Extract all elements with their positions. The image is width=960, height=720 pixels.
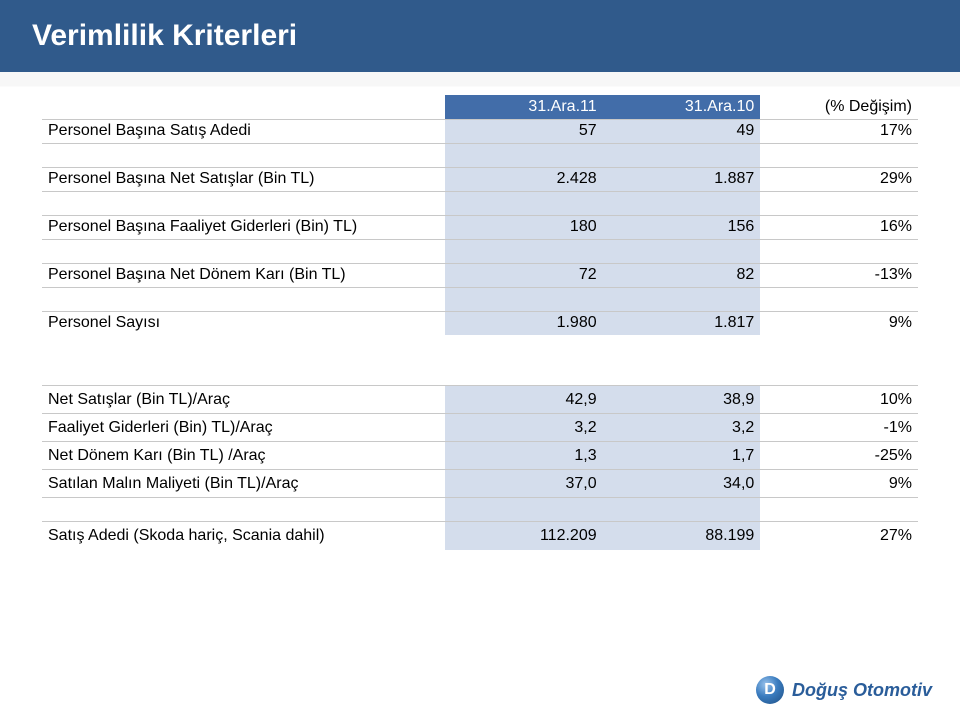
table1-row: Personel Sayısı 1.980 1.817 9% bbox=[42, 311, 918, 335]
table1-header-blank bbox=[42, 95, 445, 119]
table2-row: Satılan Malın Maliyeti (Bin TL)/Araç 37,… bbox=[42, 470, 918, 498]
row-c1: 57 bbox=[445, 119, 603, 143]
table1-header-row: 31.Ara.11 31.Ara.10 (% Değişim) bbox=[42, 95, 918, 119]
title-band: Verimlilik Kriterleri bbox=[0, 0, 960, 72]
row-c1: 37,0 bbox=[445, 470, 603, 498]
row-c2: 1,7 bbox=[603, 442, 761, 470]
table1-spacer bbox=[42, 191, 918, 215]
table1-row: Personel Başına Faaliyet Giderleri (Bin)… bbox=[42, 215, 918, 239]
table2-row: Net Dönem Karı (Bin TL) /Araç 1,3 1,7 -2… bbox=[42, 442, 918, 470]
row-c2: 3,2 bbox=[603, 414, 761, 442]
logo-text: Doğuş Otomotiv bbox=[792, 680, 932, 701]
table2-row: Satış Adedi (Skoda hariç, Scania dahil) … bbox=[42, 522, 918, 550]
row-c3: 9% bbox=[760, 470, 918, 498]
row-c2: 88.199 bbox=[603, 522, 761, 550]
company-logo: Doğuş Otomotiv bbox=[756, 676, 932, 704]
content-area: 31.Ara.11 31.Ara.10 (% Değişim) Personel… bbox=[42, 95, 918, 550]
row-c1: 42,9 bbox=[445, 386, 603, 414]
row-label: Faaliyet Giderleri (Bin) TL)/Araç bbox=[42, 414, 445, 442]
row-c2: 38,9 bbox=[603, 386, 761, 414]
table1-spacer bbox=[42, 287, 918, 311]
table2-row: Net Satışlar (Bin TL)/Araç 42,9 38,9 10% bbox=[42, 386, 918, 414]
row-c3: 10% bbox=[760, 386, 918, 414]
row-c1: 3,2 bbox=[445, 414, 603, 442]
row-c1: 112.209 bbox=[445, 522, 603, 550]
logo-badge-icon bbox=[756, 676, 784, 704]
row-c1: 1.980 bbox=[445, 311, 603, 335]
table1-spacer bbox=[42, 143, 918, 167]
row-label: Net Satışlar (Bin TL)/Araç bbox=[42, 386, 445, 414]
metrics-table-1: 31.Ara.11 31.Ara.10 (% Değişim) Personel… bbox=[42, 95, 918, 335]
row-label: Personel Sayısı bbox=[42, 311, 445, 335]
slide: Verimlilik Kriterleri 31.Ara.11 31.Ara.1… bbox=[0, 0, 960, 720]
row-c3: 29% bbox=[760, 167, 918, 191]
table1-header-col1: 31.Ara.11 bbox=[445, 95, 603, 119]
row-label: Personel Başına Net Satışlar (Bin TL) bbox=[42, 167, 445, 191]
row-label: Satılan Malın Maliyeti (Bin TL)/Araç bbox=[42, 470, 445, 498]
row-label: Personel Başına Net Dönem Karı (Bin TL) bbox=[42, 263, 445, 287]
table1-row: Personel Başına Satış Adedi 57 49 17% bbox=[42, 119, 918, 143]
row-c3: 27% bbox=[760, 522, 918, 550]
row-c2: 156 bbox=[603, 215, 761, 239]
row-c1: 1,3 bbox=[445, 442, 603, 470]
table2-row: Faaliyet Giderleri (Bin) TL)/Araç 3,2 3,… bbox=[42, 414, 918, 442]
row-c3: -25% bbox=[760, 442, 918, 470]
table1-header-col2: 31.Ara.10 bbox=[603, 95, 761, 119]
row-c3: 17% bbox=[760, 119, 918, 143]
row-c3: 16% bbox=[760, 215, 918, 239]
row-c1: 180 bbox=[445, 215, 603, 239]
row-c3: 9% bbox=[760, 311, 918, 335]
page-title: Verimlilik Kriterleri bbox=[32, 19, 297, 53]
row-c1: 2.428 bbox=[445, 167, 603, 191]
row-label: Personel Başına Faaliyet Giderleri (Bin)… bbox=[42, 215, 445, 239]
metrics-table-2: Net Satışlar (Bin TL)/Araç 42,9 38,9 10%… bbox=[42, 385, 918, 550]
row-label: Personel Başına Satış Adedi bbox=[42, 119, 445, 143]
row-label: Satış Adedi (Skoda hariç, Scania dahil) bbox=[42, 522, 445, 550]
table1-row: Personel Başına Net Dönem Karı (Bin TL) … bbox=[42, 263, 918, 287]
row-c2: 34,0 bbox=[603, 470, 761, 498]
row-c2: 1.887 bbox=[603, 167, 761, 191]
row-c3: -1% bbox=[760, 414, 918, 442]
table1-spacer bbox=[42, 239, 918, 263]
row-c2: 49 bbox=[603, 119, 761, 143]
row-c2: 82 bbox=[603, 263, 761, 287]
row-c1: 72 bbox=[445, 263, 603, 287]
table2-spacer bbox=[42, 498, 918, 522]
row-c3: -13% bbox=[760, 263, 918, 287]
row-label: Net Dönem Karı (Bin TL) /Araç bbox=[42, 442, 445, 470]
table1-header-col3: (% Değişim) bbox=[760, 95, 918, 119]
row-c2: 1.817 bbox=[603, 311, 761, 335]
table1-row: Personel Başına Net Satışlar (Bin TL) 2.… bbox=[42, 167, 918, 191]
